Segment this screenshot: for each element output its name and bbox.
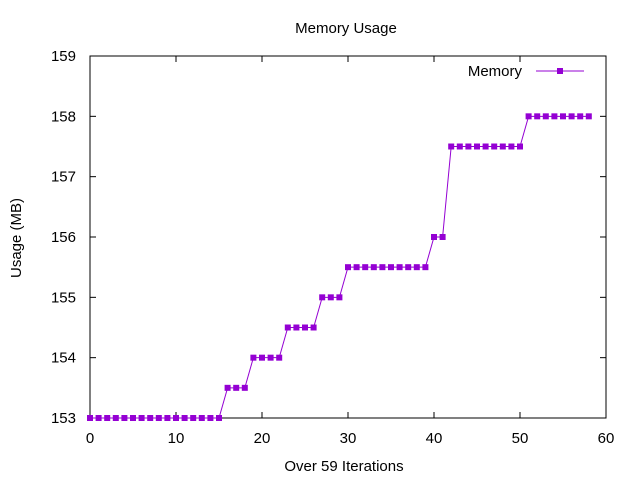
- x-tick-label-4: 40: [426, 430, 443, 447]
- data-point-55: [560, 113, 566, 120]
- series-group: [87, 113, 592, 421]
- data-point-47: [491, 143, 498, 150]
- data-point-21: [267, 354, 274, 361]
- data-point-3: [112, 415, 119, 421]
- data-point-7: [147, 415, 154, 421]
- plot-frame: [89, 55, 607, 419]
- data-point-8: [155, 415, 162, 421]
- data-point-11: [181, 415, 188, 421]
- data-point-18: [241, 384, 248, 391]
- data-point-25: [302, 324, 308, 331]
- data-point-15: [216, 415, 222, 421]
- x-tick-label-0: 0: [86, 430, 94, 447]
- y-tick-label-6: 159: [51, 48, 76, 65]
- data-point-35: [388, 264, 394, 271]
- chart-title: Memory Usage: [295, 20, 397, 37]
- data-point-33: [370, 264, 377, 271]
- data-point-56: [568, 113, 575, 120]
- data-point-50: [517, 143, 523, 150]
- data-point-41: [439, 234, 446, 240]
- data-point-20: [259, 354, 265, 361]
- data-point-10: [173, 415, 179, 421]
- data-point-6: [138, 415, 145, 421]
- x-tick-label-2: 20: [254, 430, 271, 447]
- data-point-32: [362, 264, 369, 271]
- data-point-27: [319, 294, 326, 301]
- y-tick-label-1: 154: [51, 350, 76, 367]
- data-point-16: [224, 384, 231, 391]
- x-tick-label-3: 30: [340, 430, 357, 447]
- data-point-42: [448, 143, 455, 150]
- data-point-52: [534, 113, 541, 120]
- data-point-54: [551, 113, 558, 120]
- legend: Memory: [468, 63, 584, 80]
- y-tick-label-0: 153: [51, 410, 76, 427]
- data-point-28: [327, 294, 334, 301]
- data-point-34: [379, 264, 386, 271]
- data-point-1: [95, 415, 102, 421]
- x-tick-label-6: 60: [598, 430, 615, 447]
- data-point-29: [336, 294, 343, 301]
- x-tick-label-1: 10: [168, 430, 185, 447]
- data-point-53: [542, 113, 549, 120]
- data-point-43: [456, 143, 463, 150]
- data-point-2: [104, 415, 111, 421]
- series-line-0: [90, 115, 589, 419]
- data-point-58: [585, 113, 592, 120]
- data-point-57: [577, 113, 584, 120]
- y-tick-label-3: 156: [51, 229, 76, 246]
- data-point-12: [190, 415, 197, 421]
- data-point-37: [405, 264, 412, 271]
- data-point-40: [431, 234, 437, 240]
- data-point-19: [250, 354, 257, 361]
- data-point-0: [87, 415, 93, 421]
- data-point-31: [353, 264, 360, 271]
- data-point-45: [474, 143, 480, 150]
- data-point-38: [413, 264, 420, 271]
- data-point-23: [284, 324, 291, 331]
- data-point-13: [198, 415, 205, 421]
- data-point-44: [465, 143, 472, 150]
- data-point-5: [130, 415, 136, 421]
- legend-marker-memory: [557, 68, 563, 74]
- data-point-4: [121, 415, 128, 421]
- data-point-36: [396, 264, 403, 271]
- data-point-46: [482, 143, 489, 150]
- x-axis-label: Over 59 Iterations: [284, 458, 403, 475]
- x-tick-label-5: 50: [512, 430, 529, 447]
- y-tick-label-4: 157: [51, 169, 76, 186]
- data-point-17: [233, 384, 240, 391]
- data-point-39: [422, 264, 429, 271]
- y-tick-label-5: 158: [51, 108, 76, 125]
- data-point-9: [164, 415, 171, 421]
- data-point-51: [525, 113, 532, 120]
- legend-label-memory: Memory: [468, 63, 523, 80]
- data-point-24: [293, 324, 300, 331]
- data-point-49: [508, 143, 515, 150]
- data-point-26: [310, 324, 317, 331]
- data-point-14: [207, 415, 214, 421]
- axis-ticks: 0 10 20 30 40 50 60 153 154 155 156 157 158 159: [51, 48, 614, 447]
- y-axis-label: Usage (MB): [8, 198, 25, 278]
- y-tick-label-2: 155: [51, 289, 76, 306]
- data-point-22: [276, 354, 283, 361]
- data-point-48: [499, 143, 506, 150]
- data-point-30: [345, 264, 351, 271]
